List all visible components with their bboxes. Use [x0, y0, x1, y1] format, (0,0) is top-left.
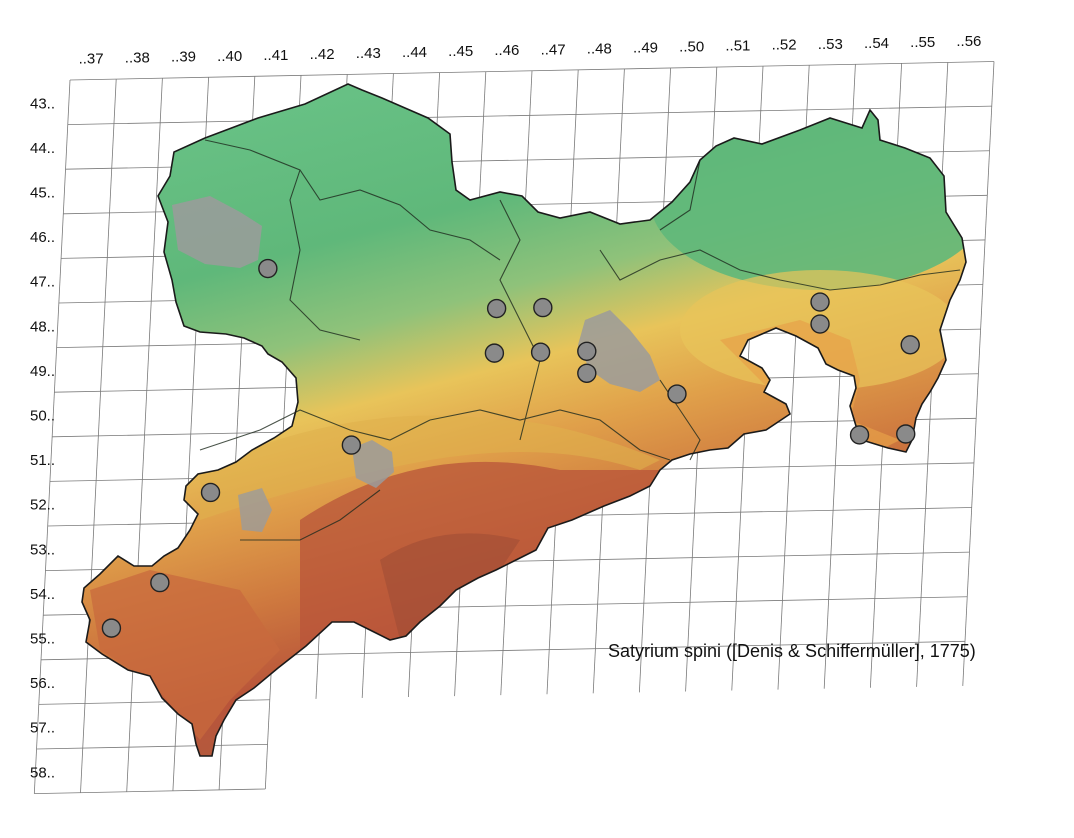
record-marker	[810, 314, 830, 334]
column-label: ..44	[402, 44, 427, 61]
species-title: Satyrium spini ([Denis & Schiffermüller]…	[608, 641, 976, 661]
record-marker	[533, 297, 553, 318]
column-label: ..41	[263, 47, 288, 64]
column-label: ..45	[448, 43, 473, 60]
terrain-layer	[82, 84, 966, 756]
column-label: ..40	[217, 48, 242, 65]
row-label: 53..	[30, 541, 55, 558]
record-marker	[484, 343, 505, 363]
column-label: ..37	[79, 51, 104, 68]
record-marker	[577, 363, 597, 383]
column-label: ..52	[772, 37, 797, 54]
record-marker	[150, 572, 170, 593]
row-label: 54..	[30, 586, 55, 603]
row-label: 43..	[30, 95, 55, 112]
column-label: ..49	[633, 39, 658, 56]
district-borders	[199, 139, 961, 541]
row-label: 51..	[30, 452, 55, 469]
record-marker	[900, 335, 920, 355]
column-label: ..55	[910, 34, 935, 51]
row-label: 45..	[30, 185, 55, 202]
record-marker	[667, 384, 687, 404]
column-label: ..46	[494, 42, 519, 59]
row-labels: 43.. 44.. 45.. 46.. 47.. 48.. 49.. 50.. 51.. 52..…	[30, 95, 55, 781]
record-marker	[101, 618, 122, 638]
record-marker	[849, 425, 870, 445]
grid-column-line	[33, 79, 71, 794]
column-label: ..48	[587, 40, 612, 57]
grid-row-line	[36, 743, 268, 750]
grid-row-line	[34, 788, 266, 794]
record-marker	[530, 342, 551, 362]
grid-column-line	[962, 61, 995, 686]
row-label: 56..	[30, 675, 55, 692]
grid-column-line	[80, 79, 117, 793]
record-marker	[486, 298, 507, 319]
row-label: 52..	[30, 497, 55, 514]
row-label: 47..	[30, 274, 55, 291]
record-marker	[896, 424, 916, 444]
row-label: 55..	[30, 631, 55, 648]
row-label: 46..	[30, 229, 55, 246]
column-label: ..56	[956, 33, 981, 50]
column-label: ..39	[171, 49, 196, 66]
column-label: ..53	[818, 36, 843, 53]
column-label: ..43	[356, 45, 381, 62]
column-label: ..38	[125, 50, 150, 67]
record-marker	[200, 482, 221, 503]
column-labels: ..37 ..38 ..39 ..40 ..41 ..42 ..43 ..44 ..45 ..46…	[79, 33, 982, 68]
record-marker	[341, 435, 362, 455]
record-marker	[577, 341, 597, 361]
grid-column-line	[126, 78, 163, 792]
row-label: 49..	[30, 363, 55, 380]
row-label: 50..	[30, 408, 55, 425]
record-marker	[258, 258, 278, 279]
column-label: ..54	[864, 35, 889, 52]
record-marker	[810, 292, 830, 312]
row-label: 44..	[30, 140, 55, 157]
column-label: ..42	[310, 46, 335, 63]
row-label: 57..	[30, 720, 55, 737]
row-label: 58..	[30, 764, 55, 781]
column-label: ..51	[725, 38, 750, 55]
column-label: ..50	[679, 39, 704, 56]
row-label: 48..	[30, 318, 55, 335]
record-markers	[101, 258, 920, 638]
column-label: ..47	[541, 41, 566, 58]
